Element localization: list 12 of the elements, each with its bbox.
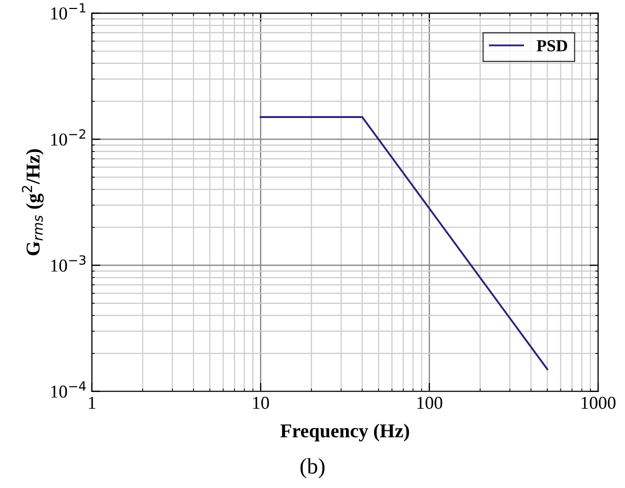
x-tick-label: 10 [253,396,269,409]
y-tick-label: 10$^{−1}$ [51,3,86,20]
x-tick-label: 1 [88,396,96,409]
x-axis-title: Frequency (Hz) [280,424,410,442]
y-tick-label: 10$^{−3}$ [51,255,86,272]
x-tick-label: 100 [417,396,442,409]
text: (b) [300,458,324,478]
legend-label: PSD [536,40,568,52]
y-tick-label: 10$^{−2}$ [51,129,86,146]
x-tick-label: 1000 [582,396,616,409]
y-tick-label: 10$^{−4}$ [51,381,86,398]
y-axis-title: G$_{rms}$ (g$^{2}$/Hz) [22,149,44,256]
